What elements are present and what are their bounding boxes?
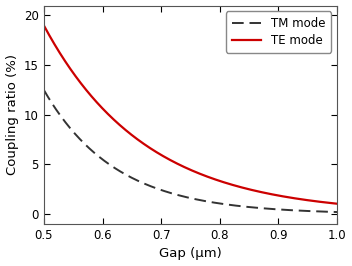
TE mode bbox=[183, 166, 187, 169]
TE mode bbox=[282, 195, 286, 198]
TE mode bbox=[181, 165, 185, 168]
TE mode bbox=[335, 202, 339, 205]
Y-axis label: Coupling ratio (%): Coupling ratio (%) bbox=[6, 54, 19, 175]
TM mode bbox=[181, 195, 185, 198]
TE mode bbox=[216, 179, 220, 182]
Legend: TM mode, TE mode: TM mode, TE mode bbox=[226, 11, 331, 53]
TE mode bbox=[42, 24, 46, 27]
TE mode bbox=[328, 201, 332, 205]
Line: TE mode: TE mode bbox=[44, 26, 337, 204]
TM mode bbox=[335, 210, 339, 214]
TM mode bbox=[42, 88, 46, 92]
TM mode bbox=[183, 195, 187, 198]
TM mode bbox=[328, 210, 332, 213]
TM mode bbox=[282, 208, 286, 211]
TE mode bbox=[200, 173, 205, 176]
TM mode bbox=[216, 202, 220, 205]
X-axis label: Gap (µm): Gap (µm) bbox=[159, 247, 222, 260]
Line: TM mode: TM mode bbox=[44, 90, 337, 212]
TM mode bbox=[200, 199, 205, 202]
